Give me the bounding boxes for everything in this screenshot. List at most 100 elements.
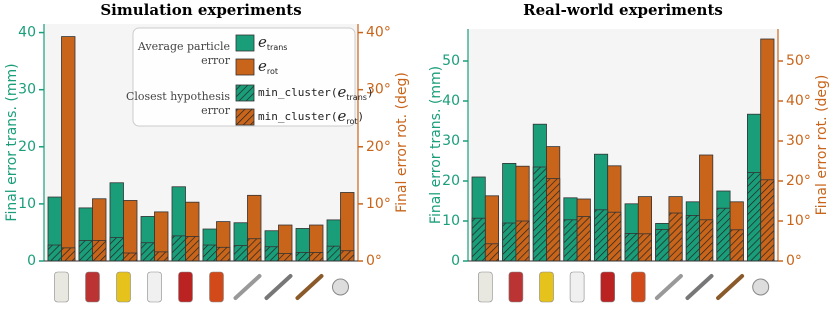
object-icon <box>332 278 349 296</box>
object-icon <box>477 271 493 303</box>
y-tick-label: 10 <box>442 213 460 229</box>
chart-title: Real-world experiments <box>523 1 723 19</box>
hatched-bar <box>61 247 76 262</box>
object-icon <box>209 271 224 303</box>
object-icon <box>752 278 770 296</box>
hatched-bar <box>484 243 499 262</box>
hatched-bar <box>154 251 169 262</box>
hatched-bar <box>515 220 530 262</box>
hatched-bar <box>247 238 262 262</box>
legend-label: min_cluster(etrans) <box>258 83 374 102</box>
hatched-bar <box>109 237 124 262</box>
hatched-bar <box>92 240 107 262</box>
legend-swatch <box>235 84 255 102</box>
y-tick-label: 30 <box>18 82 36 98</box>
hatched-bar <box>326 245 341 262</box>
legend-swatch <box>235 108 255 126</box>
y-tick-label: 50 <box>442 53 460 69</box>
object-icon <box>116 271 131 303</box>
subplot: Simulation experiments 0 10 20 30 40 0° 10° 20° 3… <box>4 1 410 303</box>
object-icon <box>716 274 745 300</box>
hatched-bar <box>123 252 138 262</box>
object-icon <box>264 274 293 300</box>
object-icon <box>508 271 524 303</box>
object-icon <box>600 271 616 303</box>
legend-label: erot <box>258 57 278 76</box>
legend-swatch <box>235 58 255 76</box>
hatched-bar <box>309 252 324 262</box>
hatched-bar <box>202 244 217 262</box>
legend-swatch <box>235 34 255 52</box>
hatched-bar <box>563 219 578 262</box>
hatched-bar <box>471 217 486 262</box>
hatched-bar <box>760 179 775 262</box>
hatched-bar <box>295 252 310 262</box>
y2-tick-label: 0° <box>366 253 382 269</box>
hatched-bar <box>637 233 652 262</box>
y-tick-label: 40 <box>442 93 460 109</box>
hatched-bar <box>532 166 547 262</box>
y2-tick-label: 50° <box>786 53 811 69</box>
hatched-bar <box>278 253 293 262</box>
object-icon <box>233 274 262 300</box>
y2-tick-label: 10° <box>786 213 811 229</box>
hatched-bar <box>47 244 62 262</box>
hatched-bar <box>624 232 639 262</box>
y-axis-label: Final error trans. (mm) <box>428 66 444 224</box>
hatched-bar <box>171 235 186 262</box>
hatched-bar <box>685 214 700 262</box>
y-axis-label: Final error trans. (mm) <box>4 63 20 221</box>
y2-tick-label: 10° <box>366 196 391 212</box>
hatched-bar <box>576 216 591 262</box>
hatched-bar <box>546 178 561 262</box>
y2-axis-label: Final error rot. (deg) <box>814 75 830 216</box>
y2-tick-label: 20° <box>786 173 811 189</box>
subplot: Real-world experiments 0 10 20 30 40 50 0° 10° 20… <box>428 1 830 303</box>
y2-tick-label: 20° <box>366 139 391 155</box>
hatched-bar <box>233 245 248 262</box>
hatched-bar <box>216 246 231 262</box>
hatched-bar <box>594 209 609 262</box>
object-icon <box>569 271 585 303</box>
hatched-bar <box>185 236 200 262</box>
object-icon <box>85 271 100 303</box>
hatched-bar <box>655 228 670 262</box>
object-icon <box>178 271 193 303</box>
bar <box>61 36 76 262</box>
legend-box <box>132 27 356 127</box>
bar <box>123 200 138 262</box>
y2-tick-label: 30° <box>366 82 391 98</box>
hatched-bar <box>140 242 155 262</box>
hatched-bar <box>729 229 744 262</box>
y2-tick-label: 40° <box>366 25 391 41</box>
hatched-bar <box>607 211 622 262</box>
object-icon <box>147 271 162 303</box>
hatched-bar <box>78 240 93 262</box>
object-icon <box>630 271 646 303</box>
hatched-bar <box>668 212 683 262</box>
object-icon <box>685 274 714 300</box>
y2-tick-label: 30° <box>786 133 811 149</box>
y-tick-label: 0 <box>27 253 36 269</box>
legend-group-label: Average particle error <box>137 40 231 67</box>
y-tick-label: 10 <box>18 196 36 212</box>
hatched-bar <box>340 250 355 262</box>
y2-axis-label: Final error rot. (deg) <box>394 72 410 213</box>
y-tick-label: 30 <box>442 133 460 149</box>
y2-tick-label: 0° <box>786 253 802 269</box>
hatched-bar <box>747 172 762 262</box>
hatched-bar <box>699 219 714 262</box>
hatched-bar <box>502 222 517 262</box>
object-icon <box>654 274 683 300</box>
chart-title: Simulation experiments <box>100 1 301 19</box>
legend-label: min_cluster(erot) <box>258 107 364 126</box>
y-tick-label: 20 <box>442 173 460 189</box>
object-icon <box>539 271 554 303</box>
y-tick-label: 20 <box>18 139 36 155</box>
y-tick-label: 0 <box>451 253 460 269</box>
legend-label: etrans <box>258 33 287 52</box>
legend-group-label: Closest hypothesis error <box>126 90 231 117</box>
hatched-bar <box>264 246 279 262</box>
object-icon <box>295 274 324 300</box>
